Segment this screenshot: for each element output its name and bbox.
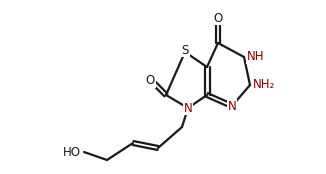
Text: NH: NH [247,50,264,64]
Text: NH₂: NH₂ [253,78,275,92]
Text: N: N [228,100,236,113]
Text: N: N [184,101,192,114]
Text: HO: HO [63,145,81,159]
Text: S: S [181,44,189,57]
Text: O: O [214,11,223,25]
Text: O: O [145,74,155,88]
